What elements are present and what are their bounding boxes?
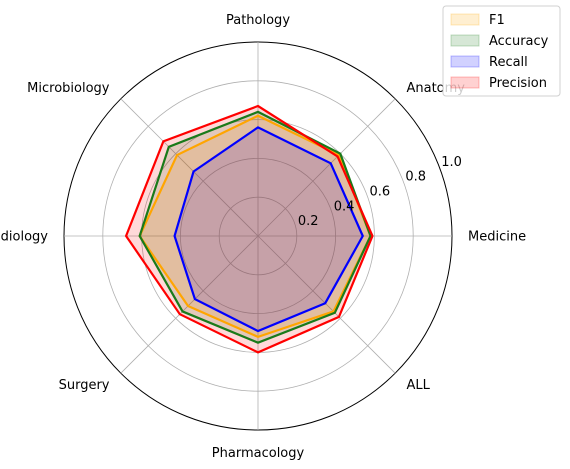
legend-swatch-0 bbox=[450, 13, 480, 26]
legend-swatch-1 bbox=[450, 34, 480, 47]
r-tick-label-2: 0.6 bbox=[370, 184, 391, 199]
legend-label-0: F1 bbox=[489, 13, 505, 28]
r-tick-label-4: 1.0 bbox=[441, 155, 462, 170]
spoke-1 bbox=[257, 98, 396, 237]
legend-swatch-3 bbox=[450, 76, 480, 89]
spoke-3 bbox=[120, 98, 259, 237]
category-label-pharmacology: Pharmacology bbox=[212, 446, 305, 461]
category-label-pathology: Pathology bbox=[226, 13, 290, 28]
legend: F1 Accuracy Recall Precision bbox=[442, 5, 561, 97]
legend-swatch-2 bbox=[450, 55, 480, 68]
r-tick-label-1: 0.4 bbox=[334, 199, 355, 214]
series-layer bbox=[124, 104, 374, 354]
legend-box bbox=[442, 5, 561, 97]
category-label-surgery: Surgery bbox=[59, 378, 110, 393]
category-label-microbiology: Microbiology bbox=[27, 81, 110, 96]
spoke-7 bbox=[257, 235, 396, 374]
spoke-5 bbox=[120, 235, 259, 374]
series-line-2 bbox=[173, 126, 364, 333]
label-layer: 0.20.40.60.81.0MedicineAnatomyPathologyM… bbox=[0, 13, 526, 461]
category-label-medicine: Medicine bbox=[468, 230, 526, 245]
series-fill-3 bbox=[126, 106, 373, 353]
category-label-radiology: Radiology bbox=[0, 230, 48, 245]
legend-label-3: Precision bbox=[489, 76, 547, 91]
legend-label-2: Recall bbox=[489, 55, 528, 70]
r-tick-label-0: 0.2 bbox=[298, 214, 319, 229]
series-fill-0 bbox=[139, 115, 371, 337]
legend-label-1: Accuracy bbox=[489, 34, 549, 49]
series-fill-2 bbox=[174, 127, 363, 332]
r-tick-label-3: 0.8 bbox=[405, 170, 426, 185]
category-label-all: ALL bbox=[406, 378, 430, 393]
grid-layer bbox=[63, 41, 453, 431]
series-line-3 bbox=[124, 104, 374, 354]
